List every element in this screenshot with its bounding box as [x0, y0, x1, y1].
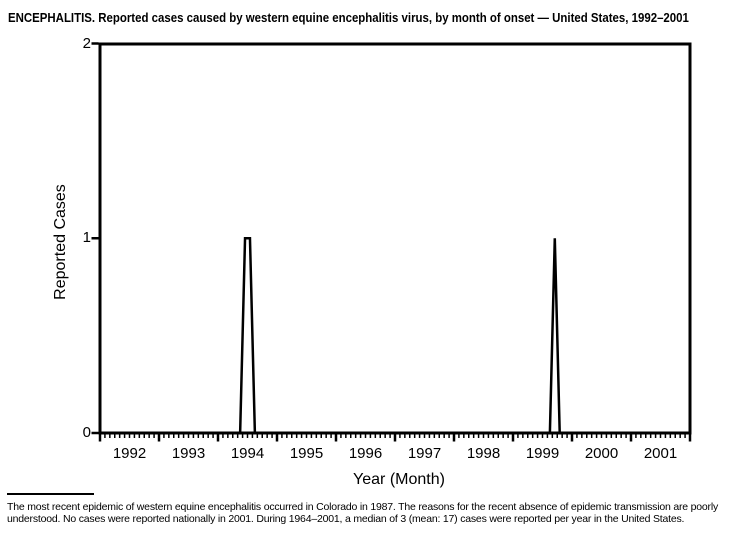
x-tick-label-2001: 2001 — [643, 445, 678, 462]
x-tick-label-1995: 1995 — [289, 445, 324, 462]
x-tick-label-1999: 1999 — [525, 445, 560, 462]
x-tick-label-1993: 1993 — [171, 445, 206, 462]
x-tick-label-1994: 1994 — [230, 445, 265, 462]
x-tick-label-1997: 1997 — [407, 445, 442, 462]
footnote-line-2: understood. No cases were reported natio… — [7, 513, 685, 525]
x-tick-label-2000: 2000 — [584, 445, 619, 462]
y-tick-label: 1 — [82, 229, 91, 247]
y-tick-label: 0 — [82, 424, 91, 441]
data-line — [102, 237, 688, 435]
y-tick-label: 2 — [82, 34, 91, 52]
x-tick-label-1996: 1996 — [348, 445, 383, 462]
x-tick-label-1992: 1992 — [112, 445, 147, 462]
footnote-divider — [7, 493, 94, 495]
plot-area — [91, 42, 692, 442]
footnote: The most recent epidemic of western equi… — [7, 501, 749, 525]
chart-title: ENCEPHALITIS. Reported cases caused by w… — [8, 10, 689, 25]
footnote-line-1: The most recent epidemic of western equi… — [7, 501, 719, 513]
x-tick-label-1998: 1998 — [466, 445, 501, 462]
x-axis-title: Year (Month) — [353, 471, 445, 488]
y-axis-title: Reported Cases — [52, 184, 69, 300]
